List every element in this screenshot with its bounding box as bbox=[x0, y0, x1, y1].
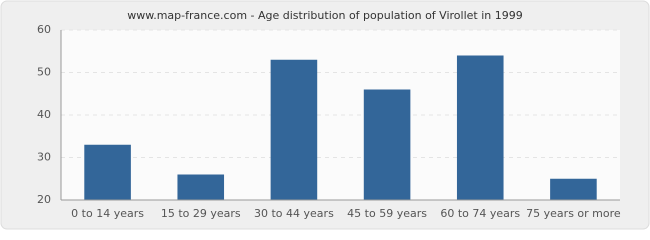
y-tick-label: 50 bbox=[37, 66, 51, 79]
x-tick-label: 75 years or more bbox=[526, 207, 621, 220]
bar bbox=[550, 178, 597, 200]
x-tick-label: 60 to 74 years bbox=[440, 207, 520, 220]
bar bbox=[456, 55, 504, 200]
x-tick-label: 30 to 44 years bbox=[254, 207, 334, 220]
chart: www.map-france.com - Age distribution of… bbox=[0, 0, 650, 230]
bar bbox=[177, 174, 225, 200]
x-tick-label: 0 to 14 years bbox=[71, 207, 144, 220]
x-tick-label: 45 to 59 years bbox=[347, 207, 427, 220]
y-tick-label: 40 bbox=[37, 108, 51, 121]
page: www.map-france.com - Age distribution of… bbox=[0, 0, 650, 230]
chart-title: www.map-france.com - Age distribution of… bbox=[127, 9, 523, 22]
y-tick-label: 30 bbox=[37, 151, 51, 164]
y-tick-label: 60 bbox=[37, 23, 51, 36]
bar bbox=[84, 144, 131, 200]
x-tick-label: 15 to 29 years bbox=[161, 207, 241, 220]
bar bbox=[270, 59, 318, 200]
y-tick-label: 20 bbox=[37, 193, 51, 206]
bar bbox=[363, 89, 411, 200]
